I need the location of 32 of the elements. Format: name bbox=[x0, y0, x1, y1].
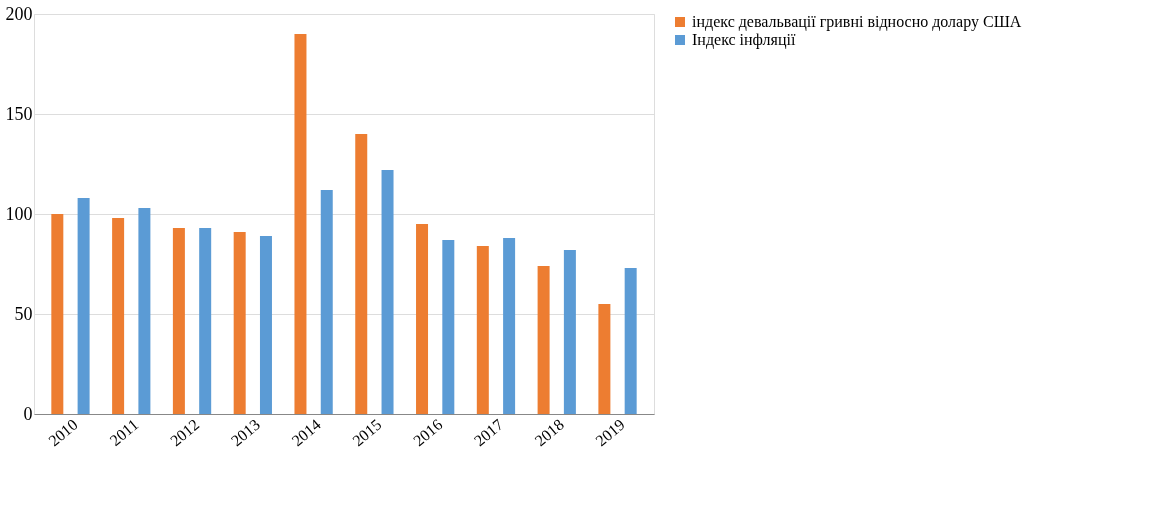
x-tick-label: 2010 bbox=[45, 415, 81, 450]
bar bbox=[320, 190, 333, 414]
bar bbox=[563, 250, 576, 414]
legend-label: індекс девальвації гривні відносно долару США bbox=[692, 13, 1022, 31]
bar bbox=[138, 208, 151, 414]
bar bbox=[476, 246, 489, 414]
x-tick-label: 2013 bbox=[227, 415, 264, 450]
x-tick-label: 2012 bbox=[166, 415, 203, 450]
y-tick-label: 150 bbox=[5, 103, 33, 124]
y-tick-label: 100 bbox=[5, 203, 33, 224]
bar bbox=[51, 214, 64, 414]
bar bbox=[537, 266, 550, 414]
bar bbox=[598, 304, 611, 414]
bar bbox=[355, 134, 368, 414]
bar bbox=[112, 218, 125, 414]
bar bbox=[233, 232, 246, 414]
x-tick-label: 2011 bbox=[106, 415, 142, 449]
bar bbox=[77, 198, 90, 414]
bar bbox=[381, 170, 394, 414]
bar bbox=[172, 228, 185, 414]
bar bbox=[294, 34, 307, 414]
bar bbox=[624, 268, 637, 414]
bar bbox=[503, 238, 516, 414]
bar bbox=[442, 240, 455, 414]
y-tick-label: 0 bbox=[23, 403, 33, 424]
y-tick-label: 50 bbox=[14, 303, 33, 324]
bar bbox=[259, 236, 272, 414]
y-tick-label: 200 bbox=[5, 3, 33, 24]
x-tick-label: 2019 bbox=[592, 415, 628, 450]
bar bbox=[199, 228, 212, 414]
bar bbox=[416, 224, 429, 414]
legend-label: Індекс інфляції bbox=[692, 31, 796, 49]
